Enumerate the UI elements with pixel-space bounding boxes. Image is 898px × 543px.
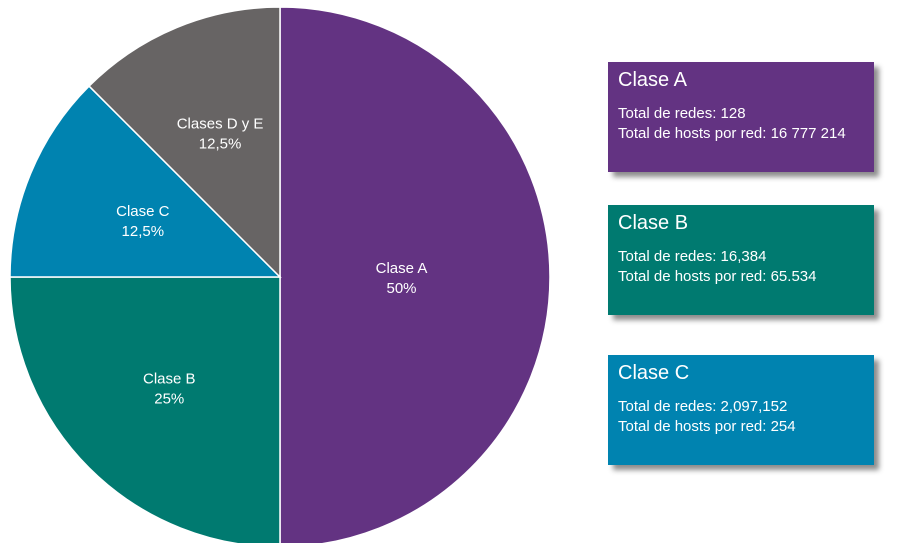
pie-value-clase-a: 50% — [386, 280, 416, 297]
pie-label-clase-c: Clase C — [116, 203, 170, 220]
pie-label-clases-d-y-e: Clases D y E — [177, 115, 264, 132]
class-a-card: Clase A Total de redes: 128 Total de hos… — [608, 62, 874, 172]
pie-label-clase-b: Clase B — [143, 371, 196, 388]
class-a-hosts: Total de hosts por red: 16 777 214 — [618, 125, 846, 142]
pie-chart: Clase A 50% Clase B 25% Clase C 12,5% Clases D… — [9, 6, 551, 543]
pie-value-clases-d-y-e: 12,5% — [199, 135, 242, 152]
class-a-card-title: Clase A — [618, 69, 687, 91]
class-b-networks: Total de redes: 16,384 — [618, 248, 767, 265]
class-b-hosts: Total de hosts por red: 65.534 — [618, 268, 817, 285]
class-c-networks: Total de redes: 2,097,152 — [618, 398, 788, 415]
pie-slice-clase-a — [279, 6, 551, 543]
pie-label-clase-a: Clase A — [376, 260, 428, 277]
class-c-card-title: Clase C — [618, 362, 690, 384]
pie-slice-clases-d-y-e — [88, 6, 281, 279]
pie-value-clase-b: 25% — [154, 391, 184, 408]
class-c-hosts: Total de hosts por red: 254 — [618, 418, 796, 435]
class-c-card: Clase C Total de redes: 2,097,152 Total … — [608, 355, 874, 465]
pie-value-clase-c: 12,5% — [122, 223, 165, 240]
pie-slice-clase-b — [9, 276, 281, 543]
class-b-card-title: Clase B — [618, 212, 689, 234]
pie-slice-clase-c — [9, 85, 282, 278]
class-a-networks: Total de redes: 128 — [618, 105, 746, 122]
class-b-card: Clase B Total de redes: 16,384 Total de … — [608, 205, 874, 315]
